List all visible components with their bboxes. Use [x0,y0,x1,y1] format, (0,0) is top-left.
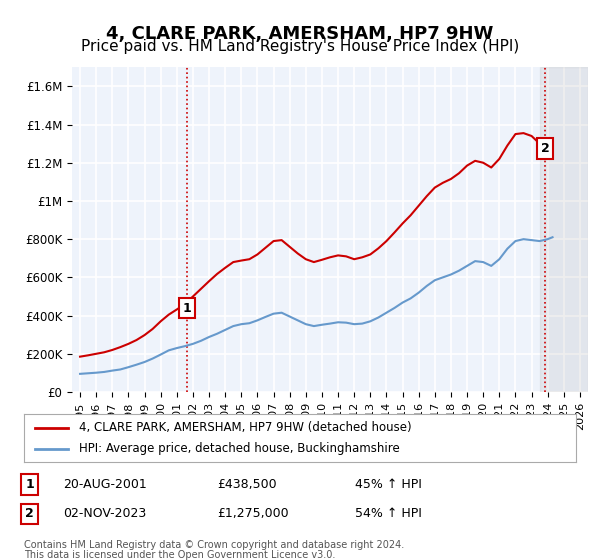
Text: £438,500: £438,500 [217,478,277,491]
Text: 45% ↑ HPI: 45% ↑ HPI [355,478,422,491]
Text: 20-AUG-2001: 20-AUG-2001 [62,478,146,491]
Text: £1,275,000: £1,275,000 [217,507,289,520]
Text: 2: 2 [541,142,550,155]
Bar [539,67,588,392]
Text: 1: 1 [25,478,34,491]
Text: This data is licensed under the Open Government Licence v3.0.: This data is licensed under the Open Gov… [24,550,335,560]
Text: 2: 2 [25,507,34,520]
Text: 1: 1 [183,302,191,315]
Text: 02-NOV-2023: 02-NOV-2023 [62,507,146,520]
Text: 4, CLARE PARK, AMERSHAM, HP7 9HW: 4, CLARE PARK, AMERSHAM, HP7 9HW [106,25,494,43]
Text: HPI: Average price, detached house, Buckinghamshire: HPI: Average price, detached house, Buck… [79,442,400,455]
Text: 4, CLARE PARK, AMERSHAM, HP7 9HW (detached house): 4, CLARE PARK, AMERSHAM, HP7 9HW (detach… [79,421,412,434]
Text: Contains HM Land Registry data © Crown copyright and database right 2024.: Contains HM Land Registry data © Crown c… [24,540,404,550]
Text: 54% ↑ HPI: 54% ↑ HPI [355,507,422,520]
Text: Price paid vs. HM Land Registry's House Price Index (HPI): Price paid vs. HM Land Registry's House … [81,39,519,54]
